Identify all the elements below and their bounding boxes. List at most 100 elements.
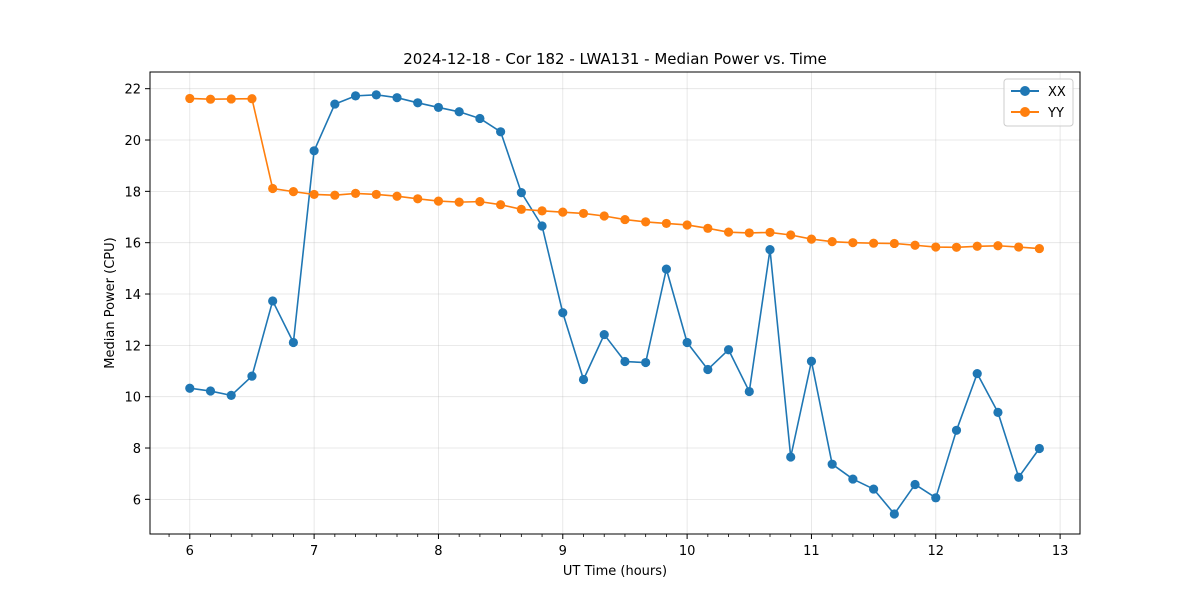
data-point-yy	[827, 237, 837, 247]
data-point-xx	[931, 493, 941, 503]
data-point-yy	[682, 220, 692, 230]
data-point-yy	[392, 191, 402, 201]
series-layer	[185, 90, 1044, 519]
x-tick-label: 6	[186, 544, 194, 559]
series-xx	[185, 90, 1044, 519]
data-point-xx	[475, 113, 485, 124]
data-point-yy	[1034, 243, 1044, 254]
y-axis-label: Median Power (CPU)	[103, 237, 118, 368]
data-point-yy	[641, 217, 651, 227]
data-point-xx	[537, 221, 547, 231]
data-point-yy	[226, 94, 236, 104]
data-point-yy	[951, 242, 962, 252]
data-point-yy	[599, 211, 609, 221]
y-tick-label: 22	[124, 83, 141, 98]
data-point-xx	[744, 386, 754, 397]
data-point-yy	[620, 214, 630, 225]
data-point-xx	[827, 459, 837, 469]
data-point-yy	[350, 188, 361, 199]
x-tick-label: 12	[928, 544, 945, 559]
grid-lines	[150, 72, 1080, 534]
data-point-xx	[433, 102, 444, 113]
data-point-yy	[413, 194, 423, 204]
data-point-yy	[910, 240, 920, 250]
axis-ticks: 6 7 8 9 10 11 12 13 6 8 10 12 14 16 18 20 22	[124, 83, 1068, 559]
data-point-xx	[371, 90, 381, 100]
data-point-yy	[578, 208, 589, 219]
data-point-xx	[309, 146, 319, 156]
legend-marker-xx	[1020, 86, 1030, 96]
data-point-xx	[848, 474, 858, 484]
data-point-yy	[268, 183, 278, 194]
data-point-yy	[185, 93, 195, 104]
legend-label-yy: YY	[1047, 106, 1064, 121]
series-yy	[185, 93, 1044, 254]
data-point-xx	[392, 93, 402, 103]
data-point-xx	[1034, 443, 1044, 454]
plot-frame	[149, 71, 1081, 535]
y-tick-label: 8	[133, 442, 141, 457]
data-point-yy	[309, 189, 319, 200]
data-point-yy	[806, 234, 817, 244]
x-tick-label: 9	[559, 544, 567, 559]
data-point-xx	[889, 509, 899, 519]
y-tick-label: 12	[124, 339, 141, 354]
data-point-yy	[454, 197, 464, 207]
data-point-yy	[848, 238, 858, 248]
data-point-xx	[226, 390, 236, 400]
y-tick-label: 14	[124, 288, 141, 303]
data-point-xx	[786, 452, 796, 462]
data-point-yy	[496, 200, 506, 210]
data-point-xx	[661, 264, 671, 274]
data-point-xx	[869, 484, 879, 494]
data-point-xx	[723, 345, 734, 355]
data-point-yy	[433, 196, 444, 206]
data-point-xx	[910, 479, 920, 490]
data-point-xx	[516, 188, 526, 198]
data-point-yy	[723, 227, 734, 237]
data-point-yy	[516, 204, 526, 214]
legend-marker-yy	[1020, 107, 1030, 117]
data-point-xx	[496, 127, 506, 137]
data-point-yy	[869, 238, 879, 248]
x-axis-label: UT Time (hours)	[563, 564, 667, 579]
y-tick-label: 16	[124, 237, 141, 252]
data-point-xx	[578, 374, 589, 385]
data-point-yy	[889, 238, 899, 249]
data-point-yy	[558, 207, 568, 217]
data-point-yy	[786, 230, 796, 240]
data-point-yy	[972, 241, 982, 251]
data-point-yy	[247, 94, 257, 104]
data-point-xx	[951, 425, 962, 435]
x-tick-label: 13	[1052, 544, 1069, 559]
data-point-xx	[185, 383, 195, 393]
data-point-yy	[1014, 242, 1024, 252]
x-tick-label: 8	[434, 544, 442, 559]
data-point-xx	[703, 364, 713, 375]
data-point-xx	[765, 245, 775, 255]
x-tick-label: 10	[679, 544, 696, 559]
y-tick-label: 10	[124, 391, 141, 406]
data-point-yy	[703, 223, 713, 233]
data-point-xx	[247, 371, 257, 381]
data-point-xx	[454, 107, 464, 117]
data-point-yy	[537, 206, 547, 216]
data-point-xx	[599, 329, 609, 340]
data-point-xx	[288, 337, 298, 348]
data-point-yy	[993, 241, 1003, 251]
data-point-yy	[330, 190, 340, 200]
y-tick-label: 6	[133, 493, 141, 508]
data-point-xx	[972, 368, 982, 379]
data-point-yy	[931, 242, 941, 252]
data-point-xx	[1014, 472, 1024, 482]
series-line-xx	[189, 94, 1041, 515]
data-point-xx	[350, 91, 361, 101]
data-point-xx	[268, 296, 278, 306]
data-point-xx	[641, 357, 651, 368]
x-tick-label: 11	[803, 544, 820, 559]
data-point-xx	[682, 337, 692, 348]
data-point-yy	[661, 218, 671, 229]
data-point-xx	[620, 356, 630, 367]
